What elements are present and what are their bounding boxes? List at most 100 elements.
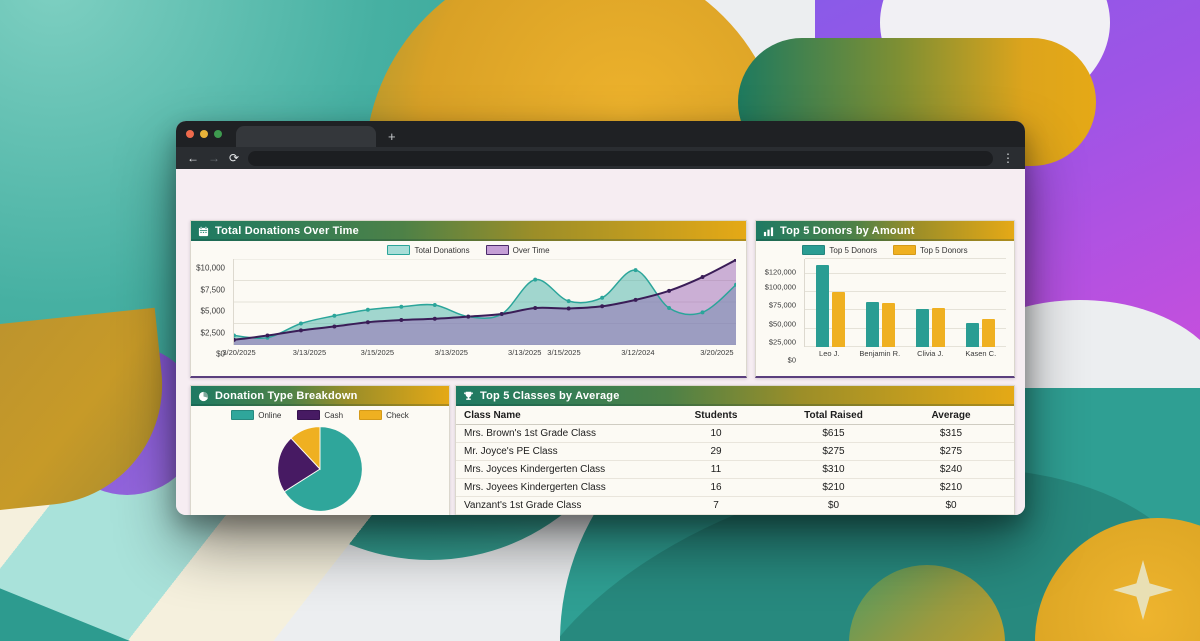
legend-item: Cash: [297, 410, 343, 420]
table-cell: 7: [713, 500, 719, 511]
y-axis-labels: $120,000 $100,000 $75,000 $50,000 $25,000 $0: [756, 268, 800, 365]
legend-label: Total Donations: [414, 245, 470, 255]
bar: [982, 319, 996, 347]
legend-label: Over Time: [512, 245, 550, 255]
axis-tick-label: Kasen C.: [965, 349, 997, 358]
forward-button[interactable]: →: [208, 151, 220, 165]
reload-button[interactable]: ⟳: [229, 151, 240, 165]
browser-menu-icon[interactable]: ⋮: [1002, 151, 1014, 165]
pie-slice: [290, 426, 321, 471]
trophy-icon: [464, 391, 473, 400]
minimize-window-button[interactable]: [200, 130, 208, 138]
axis-tick-label: Benjamin R.: [859, 349, 901, 358]
legend-swatch: [485, 245, 509, 255]
chart-legend: Top 5 Donors Top 5 Donors: [756, 241, 1014, 257]
table-body: Mrs. Brown's 1st Grade Class 10 $615 $315 Mr…: [456, 425, 1014, 515]
axis-tick-label: 3/20/2025: [700, 348, 734, 357]
panel-donation-type: Donation Type Breakdown Online Cash Check: [190, 385, 450, 515]
axis-tick-label: $50,000: [768, 319, 796, 329]
pie-slice: [277, 437, 321, 493]
table-cell: $310: [822, 464, 845, 475]
panel-header: Donation Type Breakdown: [191, 386, 449, 406]
pie-chart-plot: [277, 426, 363, 512]
table-cell: $210: [939, 482, 963, 493]
table-row: Mrs. Joyces Kindergerten Class 11 $310 $240: [456, 461, 1014, 479]
table-cell: $315: [939, 428, 963, 439]
bar-group: [865, 259, 895, 347]
bar: [881, 303, 895, 347]
panel-top-donors: Top 5 Donors by Amount Top 5 Donors Top 5…: [755, 220, 1015, 378]
bar-group: [916, 259, 946, 347]
pie-chart: [191, 422, 449, 515]
zoom-window-button[interactable]: [214, 130, 222, 138]
address-bar[interactable]: [248, 150, 993, 166]
column-header: Average: [931, 410, 971, 421]
close-window-button[interactable]: [186, 130, 194, 138]
legend-swatch: [231, 410, 255, 420]
legend-swatch: [387, 245, 411, 255]
page-viewport: Total Donations Over Time Total Donation…: [176, 169, 1025, 515]
chart-legend: Total Donations Over Time: [191, 241, 746, 257]
table-row: Mrs. Joyees Kindergerten Class 16 $210 $210: [456, 479, 1014, 497]
legend-item: Top 5 Donors: [893, 245, 968, 255]
x-axis-labels: Leo J. Benjamin R. Clivia J. Kasen C.: [804, 349, 1006, 361]
legend-label: Online: [258, 410, 282, 420]
legend-swatch: [297, 410, 321, 420]
panel-top-classes: Top 5 Classes by Average Class Name Stude…: [455, 385, 1015, 515]
legend-label: Cash: [324, 410, 344, 420]
table-cell: Mr. Joyce's PE Class: [464, 446, 558, 457]
legend-label: Top 5 Donors: [920, 245, 968, 255]
table-cell: Mrs. Joyees Kindergerten Class: [464, 482, 606, 493]
column-header: Total Raised: [804, 410, 863, 421]
axis-tick-label: $0: [216, 349, 225, 359]
panel-title: Top 5 Classes by Average: [480, 390, 620, 402]
table-cell: $210: [822, 482, 845, 493]
table-cell: $275: [939, 446, 963, 457]
column-header: Class Name: [464, 410, 521, 421]
browser-tab-bar: +: [176, 121, 1025, 147]
table-cell: $275: [822, 446, 845, 457]
line-chart-plot: [234, 259, 736, 345]
axis-tick-label: $7,500: [200, 285, 225, 294]
column-header: Students: [694, 410, 738, 421]
pie-slice: [283, 426, 363, 512]
axis-tick-label: Clivia J.: [917, 349, 944, 358]
bar-group: [815, 259, 845, 347]
panel-title: Donation Type Breakdown: [215, 390, 358, 402]
table-cell: $0: [945, 500, 957, 511]
axis-tick-label: 3/13/2025: [508, 348, 542, 357]
axis-tick-label: 3/13/2025: [292, 348, 327, 357]
legend-item: Over Time: [485, 245, 550, 255]
table-cell: $240: [939, 464, 963, 475]
panel-total-donations: Total Donations Over Time Total Donation…: [190, 220, 747, 378]
legend-item: Check: [359, 410, 409, 420]
axis-tick-label: 3/13/2025: [434, 348, 468, 357]
bar-groups: [805, 259, 1006, 347]
panel-header: Total Donations Over Time: [191, 221, 746, 241]
y-axis-labels: $10,000 $7,500 $5,000 $2,500 $0: [191, 264, 229, 359]
browser-window: + ← → ⟳ ⋮ Total Donations Over Time Tota…: [176, 121, 1025, 515]
legend-swatch: [359, 410, 383, 420]
axis-tick-label: $10,000: [196, 263, 225, 273]
browser-tab[interactable]: [236, 126, 376, 147]
axis-tick-label: $5,000: [200, 306, 225, 316]
line-chart: [233, 259, 736, 345]
bar: [815, 264, 829, 347]
back-button[interactable]: ←: [187, 151, 199, 165]
legend-item: Online: [231, 410, 281, 420]
legend-item: Top 5 Donors: [802, 245, 877, 255]
bar-chart-icon: [763, 226, 774, 236]
panel-title: Total Donations Over Time: [215, 225, 359, 237]
table-cell: Mrs. Joyces Kindergerten Class: [464, 464, 606, 475]
table-cell: Vanzant's 1st Grade Class: [464, 500, 582, 511]
new-tab-button[interactable]: +: [388, 129, 396, 144]
table-row: Mrs. Brown's 1st Grade Class 10 $615 $315: [456, 425, 1014, 443]
bar-chart: [804, 258, 1006, 347]
legend-label: Check: [386, 410, 409, 420]
bar: [966, 322, 980, 347]
axis-tick-label: $2,500: [200, 328, 225, 337]
table-cell: 11: [710, 464, 722, 475]
panel-title: Top 5 Donors by Amount: [780, 225, 915, 237]
chart-legend: Online Cash Check: [191, 406, 449, 422]
